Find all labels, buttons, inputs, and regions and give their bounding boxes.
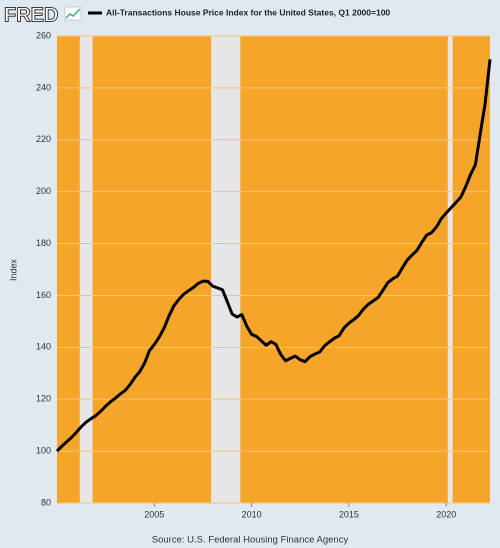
x-tick-label: 2010 xyxy=(242,509,262,519)
data-line xyxy=(55,59,492,453)
y-tick-label: 120 xyxy=(36,394,51,404)
source: Source: U.S. Federal Housing Finance Age… xyxy=(152,535,349,546)
y-tick-label: 180 xyxy=(36,238,51,248)
y-tick-label: 100 xyxy=(36,445,51,455)
plot-area xyxy=(57,36,490,503)
y-tick-label: 140 xyxy=(36,342,51,352)
x-tick-label: 2005 xyxy=(144,509,164,519)
logo-icon xyxy=(64,6,82,21)
recession-band xyxy=(211,36,241,503)
y-tick-label: 260 xyxy=(36,30,51,40)
x-tick-label: 2020 xyxy=(436,509,456,519)
y-tick-label: 160 xyxy=(36,290,51,300)
y-tick-label: 220 xyxy=(36,134,51,144)
recession-band xyxy=(79,36,93,503)
legend-label: All-Transactions House Price Index for t… xyxy=(106,7,390,17)
y-tick-label: 240 xyxy=(36,82,51,92)
recession-band xyxy=(447,36,453,503)
y-tick-label: 200 xyxy=(36,186,51,196)
logo: FRED xyxy=(4,4,58,26)
y-tick-label: 80 xyxy=(41,497,51,507)
y-axis-label: Index xyxy=(8,258,18,281)
x-tick-label: 2015 xyxy=(339,509,359,519)
